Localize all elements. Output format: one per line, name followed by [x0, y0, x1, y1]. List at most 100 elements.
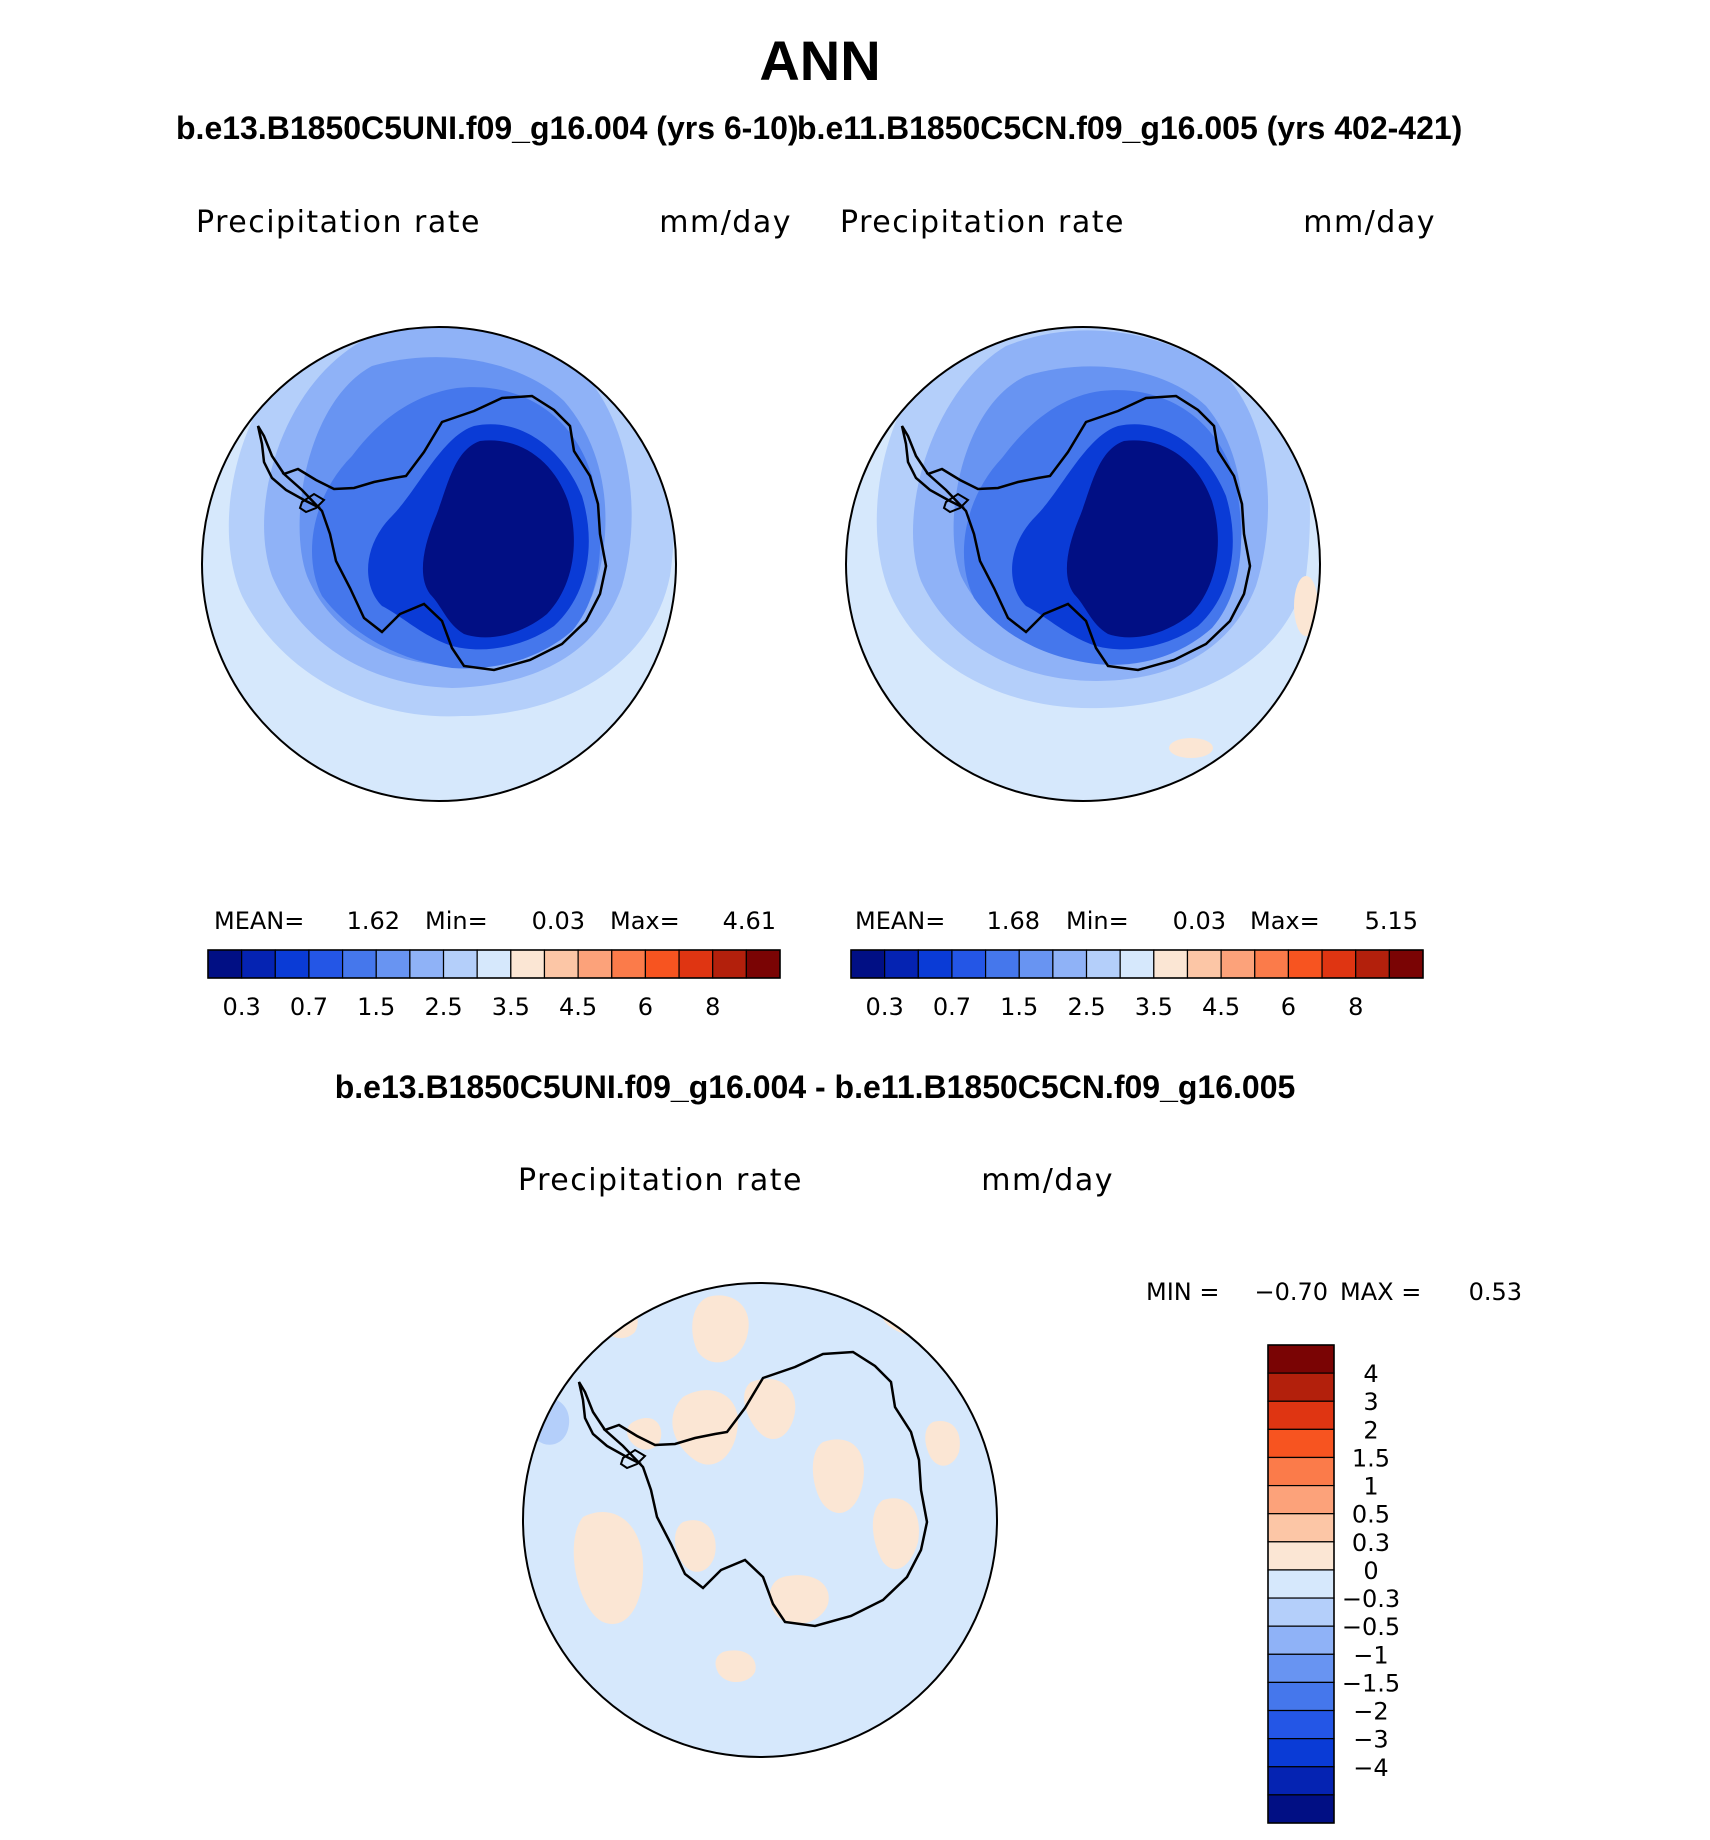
panel-a-colorbar-box: [241, 949, 276, 979]
diff-colorbar-tick-label: 0.5: [1352, 1501, 1390, 1529]
panel-b-colorbar-box: [1254, 949, 1290, 979]
diff-colorbar-tick-label: 2: [1363, 1416, 1378, 1444]
panel-b-colorbar-box: [1186, 949, 1222, 979]
diff-colorbar-tick-label: 1.5: [1352, 1444, 1390, 1472]
panel-a-colorbar-tick-label: 0.7: [290, 993, 328, 1021]
panel-b-mean-label: MEAN=: [855, 907, 945, 935]
panel-b-colorbar-box: [1052, 949, 1088, 979]
panel-a-colorbar-box: [577, 949, 613, 979]
panel-a-max-label: Max=: [610, 907, 680, 935]
panel-b-colorbar-box: [1388, 949, 1424, 979]
panel-a-variable: Precipitation rate: [196, 205, 481, 240]
panel-b-units: mm/day: [1303, 205, 1436, 240]
panel-b-min-label: Min=: [1066, 907, 1129, 935]
panel-a-min-value: 0.03: [532, 907, 585, 935]
diff-colorbar-box: [1267, 1653, 1335, 1684]
panel-b-max-label: Max=: [1250, 907, 1320, 935]
diff-colorbar-tick-label: 0.3: [1352, 1529, 1390, 1557]
diff-colorbar-tick-label: −0.3: [1342, 1585, 1400, 1613]
panel-b-colorbar-box: [1287, 949, 1323, 979]
diff-colorbar-box: [1267, 1541, 1335, 1571]
diff-colorbar-box: [1267, 1428, 1335, 1459]
panel-b-colorbar-box: [1018, 949, 1054, 979]
panel-a-colorbar-box: [375, 949, 411, 979]
diff-pos-patch-13: [715, 1650, 756, 1683]
diff-pos-patch-3: [672, 1390, 738, 1465]
diff-colorbar-tick-label: 4: [1363, 1360, 1378, 1388]
diff-colorbar-box: [1267, 1513, 1335, 1543]
panel-a-colorbar-box: [274, 949, 310, 979]
diff-pos-patch-6: [872, 1498, 919, 1570]
panel-b-colorbar-box: [850, 949, 886, 979]
panel-a-colorbar-box: [409, 949, 445, 979]
diff-colorbar-box: [1267, 1681, 1335, 1712]
panel-a-pos-patch: [206, 422, 226, 470]
diff-colorbar-tick-label: −4: [1353, 1754, 1388, 1782]
diff-colorbar-box: [1267, 1484, 1335, 1515]
panel-b-variable: Precipitation rate: [840, 205, 1125, 240]
diff-colorbar-box: [1267, 1372, 1335, 1402]
panel-a-mean-value: 1.62: [347, 907, 400, 935]
panel-b-colorbar-tick-label: 4.5: [1202, 993, 1240, 1021]
panel-a-units: mm/day: [659, 205, 792, 240]
panel-case-a: b.e13.B1850C5UNI.f09_g16.004 (yrs 6-10) …: [176, 110, 799, 1021]
panel-b-colorbar-box: [984, 949, 1020, 979]
diff-colorbar-tick-label: −1.5: [1342, 1669, 1400, 1697]
panel-b-band-core: [1066, 440, 1218, 638]
diff-pos-patch-9: [769, 1575, 829, 1624]
panel-a-colorbar-box: [308, 949, 344, 979]
diff-colorbar-box: [1267, 1625, 1335, 1655]
panel-b-colorbar-tick-label: 2.5: [1067, 993, 1105, 1021]
figure-title: ANN: [759, 29, 880, 92]
panel-b-colorbar-tick-label: 0.7: [933, 993, 971, 1021]
panel-b-colorbar-box: [1085, 949, 1121, 979]
diff-colorbar-box: [1267, 1344, 1335, 1374]
diff-pos-patch-7: [573, 1512, 644, 1624]
panel-b-colorbar-tick-label: 0.3: [866, 993, 904, 1021]
diff-max-value: 0.53: [1469, 1278, 1522, 1306]
panel-a-colorbar-box: [543, 949, 579, 979]
diff-pos-patch-1: [692, 1295, 749, 1363]
panel-a-colorbar-frame: [207, 949, 781, 979]
panel-a-colorbar-tick-label: 6: [638, 993, 653, 1021]
diff-max-label: MAX =: [1340, 1278, 1421, 1306]
panel-b-colorbar-box: [951, 949, 987, 979]
panel-a-colorbar-box: [678, 949, 714, 979]
panel-a-case-title: b.e13.B1850C5UNI.f09_g16.004 (yrs 6-10): [176, 110, 799, 146]
panel-a-colorbar-tick-label: 8: [705, 993, 720, 1021]
diff-colorbar-box: [1267, 1456, 1335, 1487]
panel-a-colorbar-tick-label: 0.3: [223, 993, 261, 1021]
diff-colorbar-tick-label: 3: [1363, 1388, 1378, 1416]
diff-units: mm/day: [981, 1163, 1114, 1198]
panel-b-pos-patch: [850, 418, 874, 470]
diff-pos-patch-4: [744, 1378, 796, 1440]
panel-a-colorbar-box: [442, 949, 478, 979]
panel-b-pos-patch-s: [1169, 738, 1213, 758]
diff-colorbar-tick-label: −0.5: [1342, 1613, 1400, 1641]
panel-a-colorbar-box: [745, 949, 781, 979]
diff-pos-patch-8: [674, 1520, 716, 1572]
panel-b-max-value: 5.15: [1365, 907, 1418, 935]
panel-a-pos-dot: [211, 436, 221, 460]
diff-colorbar-tick-label: 0: [1363, 1557, 1378, 1585]
diff-pos-patch-12: [627, 1417, 662, 1450]
panel-b-case-title: b.e11.B1850C5CN.f09_g16.005 (yrs 402-421…: [797, 110, 1462, 146]
panel-b-colorbar-tick-label: 3.5: [1135, 993, 1173, 1021]
panel-case-b: b.e11.B1850C5CN.f09_g16.005 (yrs 402-421…: [797, 110, 1462, 1021]
panel-b-map-border: [845, 326, 1321, 802]
panel-a-colorbar-tick-label: 3.5: [492, 993, 530, 1021]
panel-a-colorbar-box: [510, 949, 546, 979]
panel-b-pos-patch-e: [1294, 576, 1318, 636]
panel-b-colorbar-box: [1153, 949, 1189, 979]
panel-a-colorbar-box: [644, 949, 680, 979]
panel-a-map-border: [201, 326, 677, 802]
panel-b-mean-value: 1.68: [987, 907, 1040, 935]
diff-colorbar-tick-label: −3: [1353, 1726, 1388, 1754]
diff-colorbar-box: [1267, 1597, 1335, 1627]
diff-colorbar-tick-label: 1: [1363, 1473, 1378, 1501]
panel-a-colorbar-tick-label: 1.5: [357, 993, 395, 1021]
diff-pos-patch-11: [925, 1421, 960, 1466]
panel-b-colorbar-box: [1119, 949, 1155, 979]
diff-min-value: −0.70: [1254, 1278, 1328, 1306]
panel-b-colorbar-tick-label: 6: [1281, 993, 1296, 1021]
